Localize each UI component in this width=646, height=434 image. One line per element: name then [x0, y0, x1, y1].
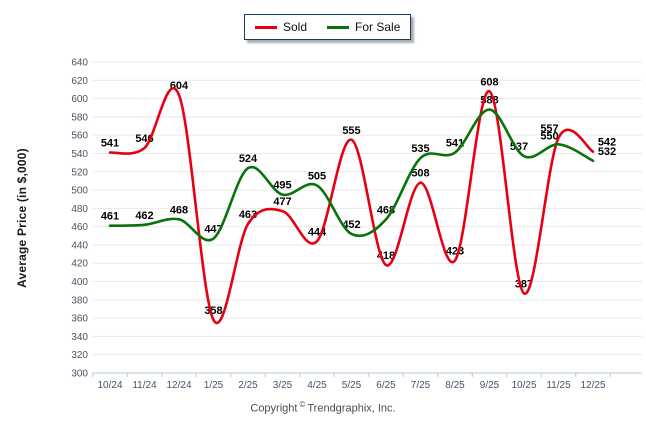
x-tick-label: 10/24	[97, 380, 122, 391]
copyright-company: Trendgraphix, Inc.	[307, 402, 396, 415]
data-label-for-sale: 532	[598, 146, 616, 158]
x-tick-label: 8/25	[445, 380, 465, 391]
y-tick-label: 600	[71, 94, 88, 105]
sold-line-swatch	[255, 25, 277, 29]
for-sale-line-swatch	[327, 25, 350, 29]
copyright-line: Copyright © Trendgraphix, Inc.	[0, 400, 646, 415]
y-tick-label: 320	[71, 350, 88, 361]
y-tick-label: 440	[71, 240, 88, 251]
legend-label-for-sale: For Sale	[355, 20, 401, 34]
data-label-sold: 557	[540, 123, 558, 135]
y-tick-label: 580	[71, 112, 88, 123]
data-label-sold: 541	[101, 138, 119, 150]
data-label-sold: 477	[273, 196, 291, 208]
data-label-sold: 508	[411, 168, 429, 180]
y-tick-label: 400	[71, 277, 88, 288]
y-tick-label: 340	[71, 332, 88, 343]
x-tick-label: 1/25	[204, 380, 224, 391]
data-label-sold: 542	[598, 137, 616, 149]
y-tick-label: 420	[71, 259, 88, 270]
y-tick-label: 380	[71, 295, 88, 306]
y-axis-title-wrap: Average Price (in $,000)	[10, 62, 34, 373]
data-label-sold: 358	[204, 305, 222, 317]
data-label-for-sale: 535	[411, 143, 429, 155]
data-label-sold: 608	[480, 76, 498, 88]
x-tick-label: 7/25	[411, 380, 431, 391]
chart-legend: Sold For Sale	[244, 14, 412, 40]
for-sale-line	[108, 108, 595, 242]
copyright-text: Copyright	[250, 402, 298, 415]
copyright-symbol: ©	[299, 400, 306, 409]
y-tick-label: 560	[71, 131, 88, 142]
data-label-for-sale: 505	[308, 170, 326, 182]
y-tick-label: 480	[71, 204, 88, 215]
legend-item-sold: Sold	[255, 20, 307, 34]
data-label-sold: 423	[446, 245, 464, 257]
y-tick-label: 500	[71, 186, 88, 197]
legend-item-for-sale: For Sale	[327, 20, 400, 34]
data-label-for-sale: 495	[273, 180, 291, 192]
data-label-sold: 604	[170, 80, 189, 92]
data-label-for-sale: 524	[239, 153, 258, 165]
x-tick-label: 4/25	[307, 380, 327, 391]
x-tick-label: 12/24	[166, 380, 191, 391]
x-tick-label: 9/25	[480, 380, 500, 391]
y-tick-label: 540	[71, 149, 88, 160]
data-label-for-sale: 550	[540, 130, 558, 142]
y-tick-label: 640	[71, 58, 88, 69]
y-tick-label: 520	[71, 167, 88, 178]
y-tick-label: 460	[71, 222, 88, 233]
x-tick-label: 12/25	[580, 380, 605, 391]
data-label-sold: 555	[342, 125, 360, 137]
data-label-for-sale: 468	[170, 204, 188, 216]
x-tick-label: 3/25	[273, 380, 293, 391]
y-tick-label: 620	[71, 76, 88, 87]
data-label-for-sale: 461	[101, 211, 119, 223]
x-tick-label: 2/25	[238, 380, 258, 391]
y-tick-label: 360	[71, 314, 88, 325]
sold-line	[108, 87, 595, 325]
x-tick-label: 6/25	[376, 380, 396, 391]
y-tick-label: 300	[71, 369, 88, 380]
data-label-for-sale: 462	[135, 210, 153, 222]
x-tick-label: 5/25	[342, 380, 362, 391]
x-tick-label: 10/25	[511, 380, 536, 391]
x-tick-label: 11/24	[132, 380, 157, 391]
y-axis-title: Average Price (in $,000)	[15, 147, 30, 288]
x-tick-label: 11/25	[546, 380, 571, 391]
legend-label-sold: Sold	[283, 20, 308, 34]
